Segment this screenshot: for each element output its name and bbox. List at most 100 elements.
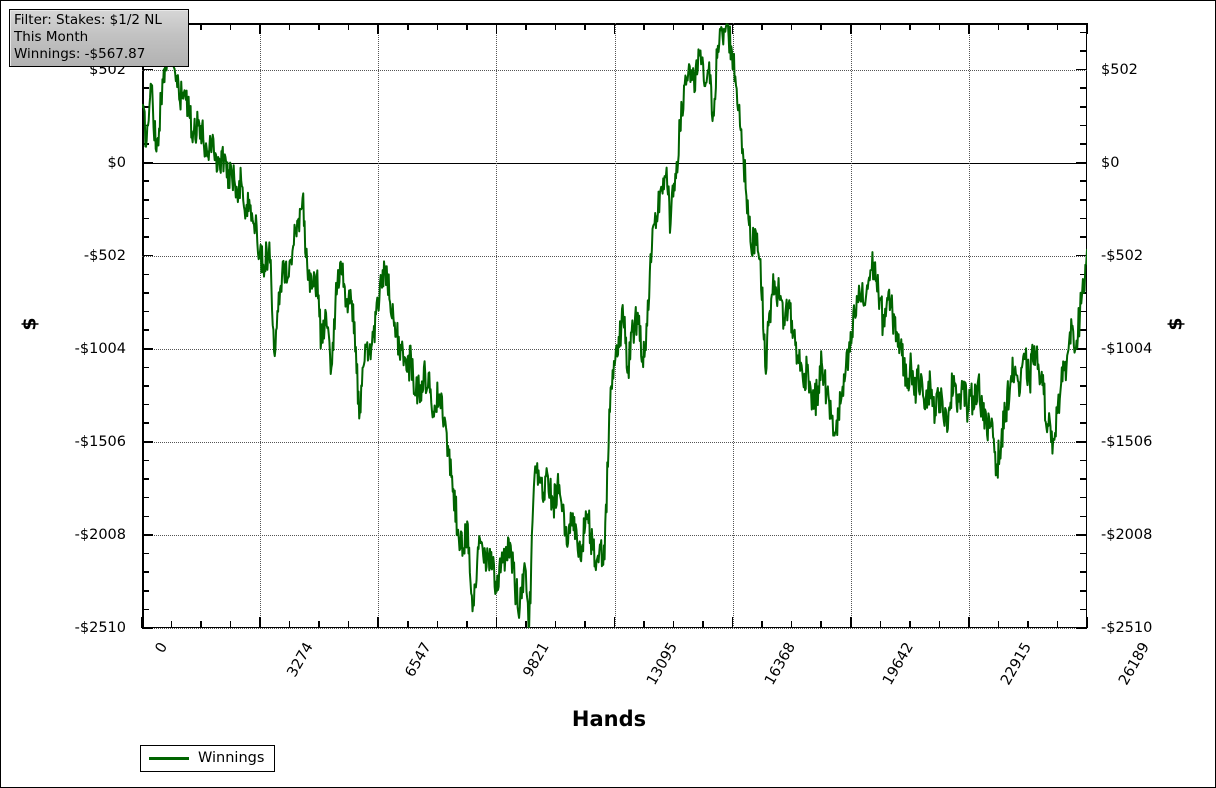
legend[interactable]: Winnings bbox=[140, 745, 276, 772]
gridline-horizontal bbox=[142, 348, 1087, 350]
y-tick-label-right: -$502 bbox=[1101, 247, 1144, 264]
x-tick-minor-top bbox=[997, 23, 1000, 30]
y-axis-title-right: $ bbox=[1164, 317, 1187, 331]
zero-reference-line bbox=[142, 162, 1087, 164]
x-tick-label: 3274 bbox=[284, 640, 317, 680]
x-tick-major-bottom bbox=[377, 617, 379, 628]
legend-label-winnings: Winnings bbox=[198, 750, 265, 766]
x-tick-major-bottom bbox=[613, 617, 616, 628]
x-tick-minor-bottom bbox=[761, 621, 763, 628]
x-tick-minor-top bbox=[407, 23, 409, 30]
x-tick-minor-bottom bbox=[879, 621, 882, 628]
x-tick-minor-top bbox=[879, 23, 882, 30]
gridline-vertical bbox=[850, 23, 852, 628]
y-tick-minor-right bbox=[1080, 496, 1087, 499]
x-tick-minor-top bbox=[909, 23, 911, 30]
y-tick-major-left bbox=[142, 68, 153, 71]
y-tick-major-right bbox=[1076, 68, 1087, 71]
y-tick-minor-left bbox=[142, 496, 149, 499]
y-tick-minor-right bbox=[1080, 478, 1087, 480]
x-tick-minor-bottom bbox=[554, 621, 557, 628]
y-tick-minor-right bbox=[1080, 366, 1087, 369]
y-tick-minor-right bbox=[1080, 199, 1087, 201]
x-tick-major-bottom bbox=[968, 617, 970, 628]
y-tick-label-left: -$2510 bbox=[74, 620, 126, 636]
y-tick-minor-right bbox=[1080, 608, 1087, 611]
plot-area[interactable] bbox=[141, 23, 1088, 629]
y-tick-minor-right bbox=[1080, 385, 1087, 387]
x-tick-minor-top bbox=[200, 23, 202, 30]
y-tick-minor-left bbox=[142, 199, 149, 201]
y-tick-minor-left bbox=[142, 552, 149, 555]
y-tick-minor-left bbox=[142, 180, 149, 182]
x-tick-minor-top bbox=[790, 23, 793, 30]
x-tick-minor-bottom bbox=[200, 621, 202, 628]
y-tick-major-right bbox=[1076, 348, 1087, 350]
y-tick-minor-left bbox=[142, 385, 149, 387]
x-tick-minor-bottom bbox=[643, 621, 645, 628]
x-tick-label: 13095 bbox=[643, 640, 681, 688]
y-tick-label-left: -$1004 bbox=[74, 340, 126, 357]
y-tick-minor-right bbox=[1080, 106, 1087, 108]
x-tick-major-bottom bbox=[850, 617, 852, 628]
x-tick-minor-bottom bbox=[229, 621, 232, 628]
x-tick-minor-bottom bbox=[170, 621, 173, 628]
x-tick-minor-bottom bbox=[1027, 621, 1029, 628]
x-tick-minor-top bbox=[761, 23, 763, 30]
x-tick-major-top bbox=[968, 23, 970, 34]
x-tick-major-top bbox=[850, 23, 852, 34]
y-tick-major-left bbox=[142, 348, 153, 350]
y-tick-minor-left bbox=[142, 292, 149, 294]
x-tick-major-top bbox=[377, 23, 379, 34]
y-tick-label-right: -$1506 bbox=[1101, 433, 1153, 450]
x-tick-minor-bottom bbox=[938, 621, 941, 628]
x-tick-minor-top bbox=[554, 23, 557, 30]
x-tick-major-bottom bbox=[1086, 617, 1088, 628]
x-tick-minor-bottom bbox=[909, 621, 911, 628]
y-tick-major-left bbox=[142, 441, 153, 443]
y-tick-minor-right bbox=[1080, 87, 1087, 89]
y-tick-minor-right bbox=[1080, 273, 1087, 276]
filter-winnings-line: Winnings: -$567.87 bbox=[14, 46, 146, 62]
x-tick-minor-bottom bbox=[1056, 621, 1059, 628]
x-tick-label: 9821 bbox=[520, 640, 554, 680]
x-tick-minor-top bbox=[347, 23, 350, 30]
y-tick-minor-right bbox=[1080, 124, 1087, 127]
x-tick-minor-top bbox=[466, 23, 468, 30]
filter-period-line: This Month bbox=[14, 29, 89, 45]
y-tick-minor-right bbox=[1080, 422, 1087, 424]
y-tick-minor-left bbox=[142, 329, 149, 331]
x-tick-minor-bottom bbox=[347, 621, 350, 628]
gridline-vertical bbox=[968, 23, 970, 628]
x-tick-minor-top bbox=[1027, 23, 1029, 30]
gridline-vertical bbox=[378, 23, 380, 628]
winnings-line-series bbox=[142, 23, 1087, 628]
y-tick-label-right: -$2510 bbox=[1101, 620, 1153, 636]
gridline-vertical bbox=[732, 23, 734, 628]
y-tick-minor-left bbox=[142, 422, 149, 424]
y-tick-minor-left bbox=[142, 515, 149, 518]
gridline-horizontal bbox=[142, 534, 1087, 536]
x-tick-minor-bottom bbox=[702, 621, 704, 628]
x-tick-label: 0 bbox=[152, 640, 172, 656]
x-tick-major-top bbox=[495, 23, 498, 34]
x-tick-major-bottom bbox=[141, 617, 143, 628]
y-tick-minor-left bbox=[142, 87, 149, 89]
legend-swatch-winnings bbox=[149, 756, 189, 760]
y-tick-major-left bbox=[142, 254, 153, 257]
y-tick-major-left bbox=[142, 534, 153, 536]
y-tick-minor-right bbox=[1080, 571, 1087, 573]
x-tick-minor-bottom bbox=[820, 621, 822, 628]
gridline-vertical bbox=[614, 23, 616, 628]
y-tick-label-left: -$1506 bbox=[74, 433, 126, 450]
x-tick-minor-top bbox=[436, 23, 439, 30]
x-tick-major-bottom bbox=[731, 617, 734, 628]
filter-info-box[interactable]: Filter: Stakes: $1/2 NL This Month Winni… bbox=[9, 9, 189, 67]
x-tick-label: 16368 bbox=[761, 640, 799, 688]
axis-left bbox=[142, 23, 144, 628]
y-tick-minor-right bbox=[1080, 590, 1087, 592]
y-tick-minor-left bbox=[142, 106, 149, 108]
y-tick-minor-left bbox=[142, 571, 149, 573]
y-tick-minor-right bbox=[1080, 180, 1087, 182]
y-tick-label-left: $0 bbox=[107, 154, 126, 171]
